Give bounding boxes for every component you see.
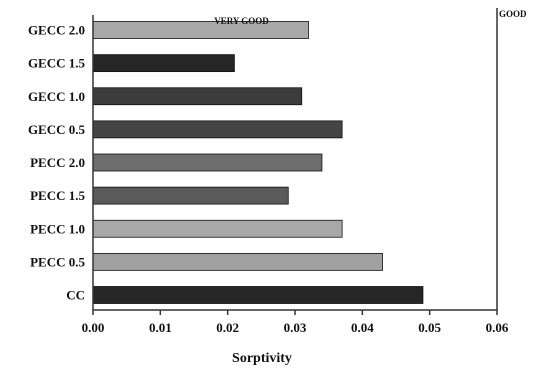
good-annotation: GOOD <box>499 9 527 19</box>
bar-pecc-0-5 <box>92 252 383 271</box>
bar-pecc-2-0 <box>92 153 323 172</box>
bar-pecc-1-5 <box>92 186 289 205</box>
category-label: PECC 1.5 <box>30 188 85 203</box>
category-label: CC <box>66 288 85 303</box>
category-label: PECC 0.5 <box>30 254 85 269</box>
bar-gecc-1-5 <box>92 54 235 73</box>
x-tick-label: 0.05 <box>418 320 441 335</box>
x-tick-label: 0.04 <box>351 320 374 335</box>
x-ticks: 0.00 0.01 0.02 0.03 0.04 0.05 0.06 <box>82 310 509 335</box>
bar-pecc-1-0 <box>92 219 343 238</box>
category-label: PECC 2.0 <box>30 155 85 170</box>
category-label: GECC 1.0 <box>28 89 85 104</box>
x-axis-label: Sorptivity <box>232 351 292 366</box>
x-tick-label: 0.03 <box>284 320 307 335</box>
category-label: PECC 1.0 <box>30 221 85 236</box>
bar-cc <box>92 286 424 304</box>
bars-group <box>92 21 424 304</box>
x-tick-label: 0.02 <box>216 320 239 335</box>
category-label: GECC 1.5 <box>28 56 86 71</box>
category-labels: GECC 2.0 GECC 1.5 GECC 1.0 GECC 0.5 PECC 2.0… <box>28 23 86 303</box>
x-tick-label: 0.01 <box>149 320 172 335</box>
category-label: GECC 0.5 <box>28 122 86 137</box>
very-good-annotation: VERY GOOD <box>214 16 269 26</box>
bar-gecc-0-5 <box>92 120 343 139</box>
x-tick-label: 0.00 <box>82 320 105 335</box>
bar-gecc-1-0 <box>92 87 303 106</box>
x-tick-label: 0.06 <box>486 320 509 335</box>
category-label: GECC 2.0 <box>28 23 85 38</box>
bar-gecc-2-0 <box>92 21 309 39</box>
